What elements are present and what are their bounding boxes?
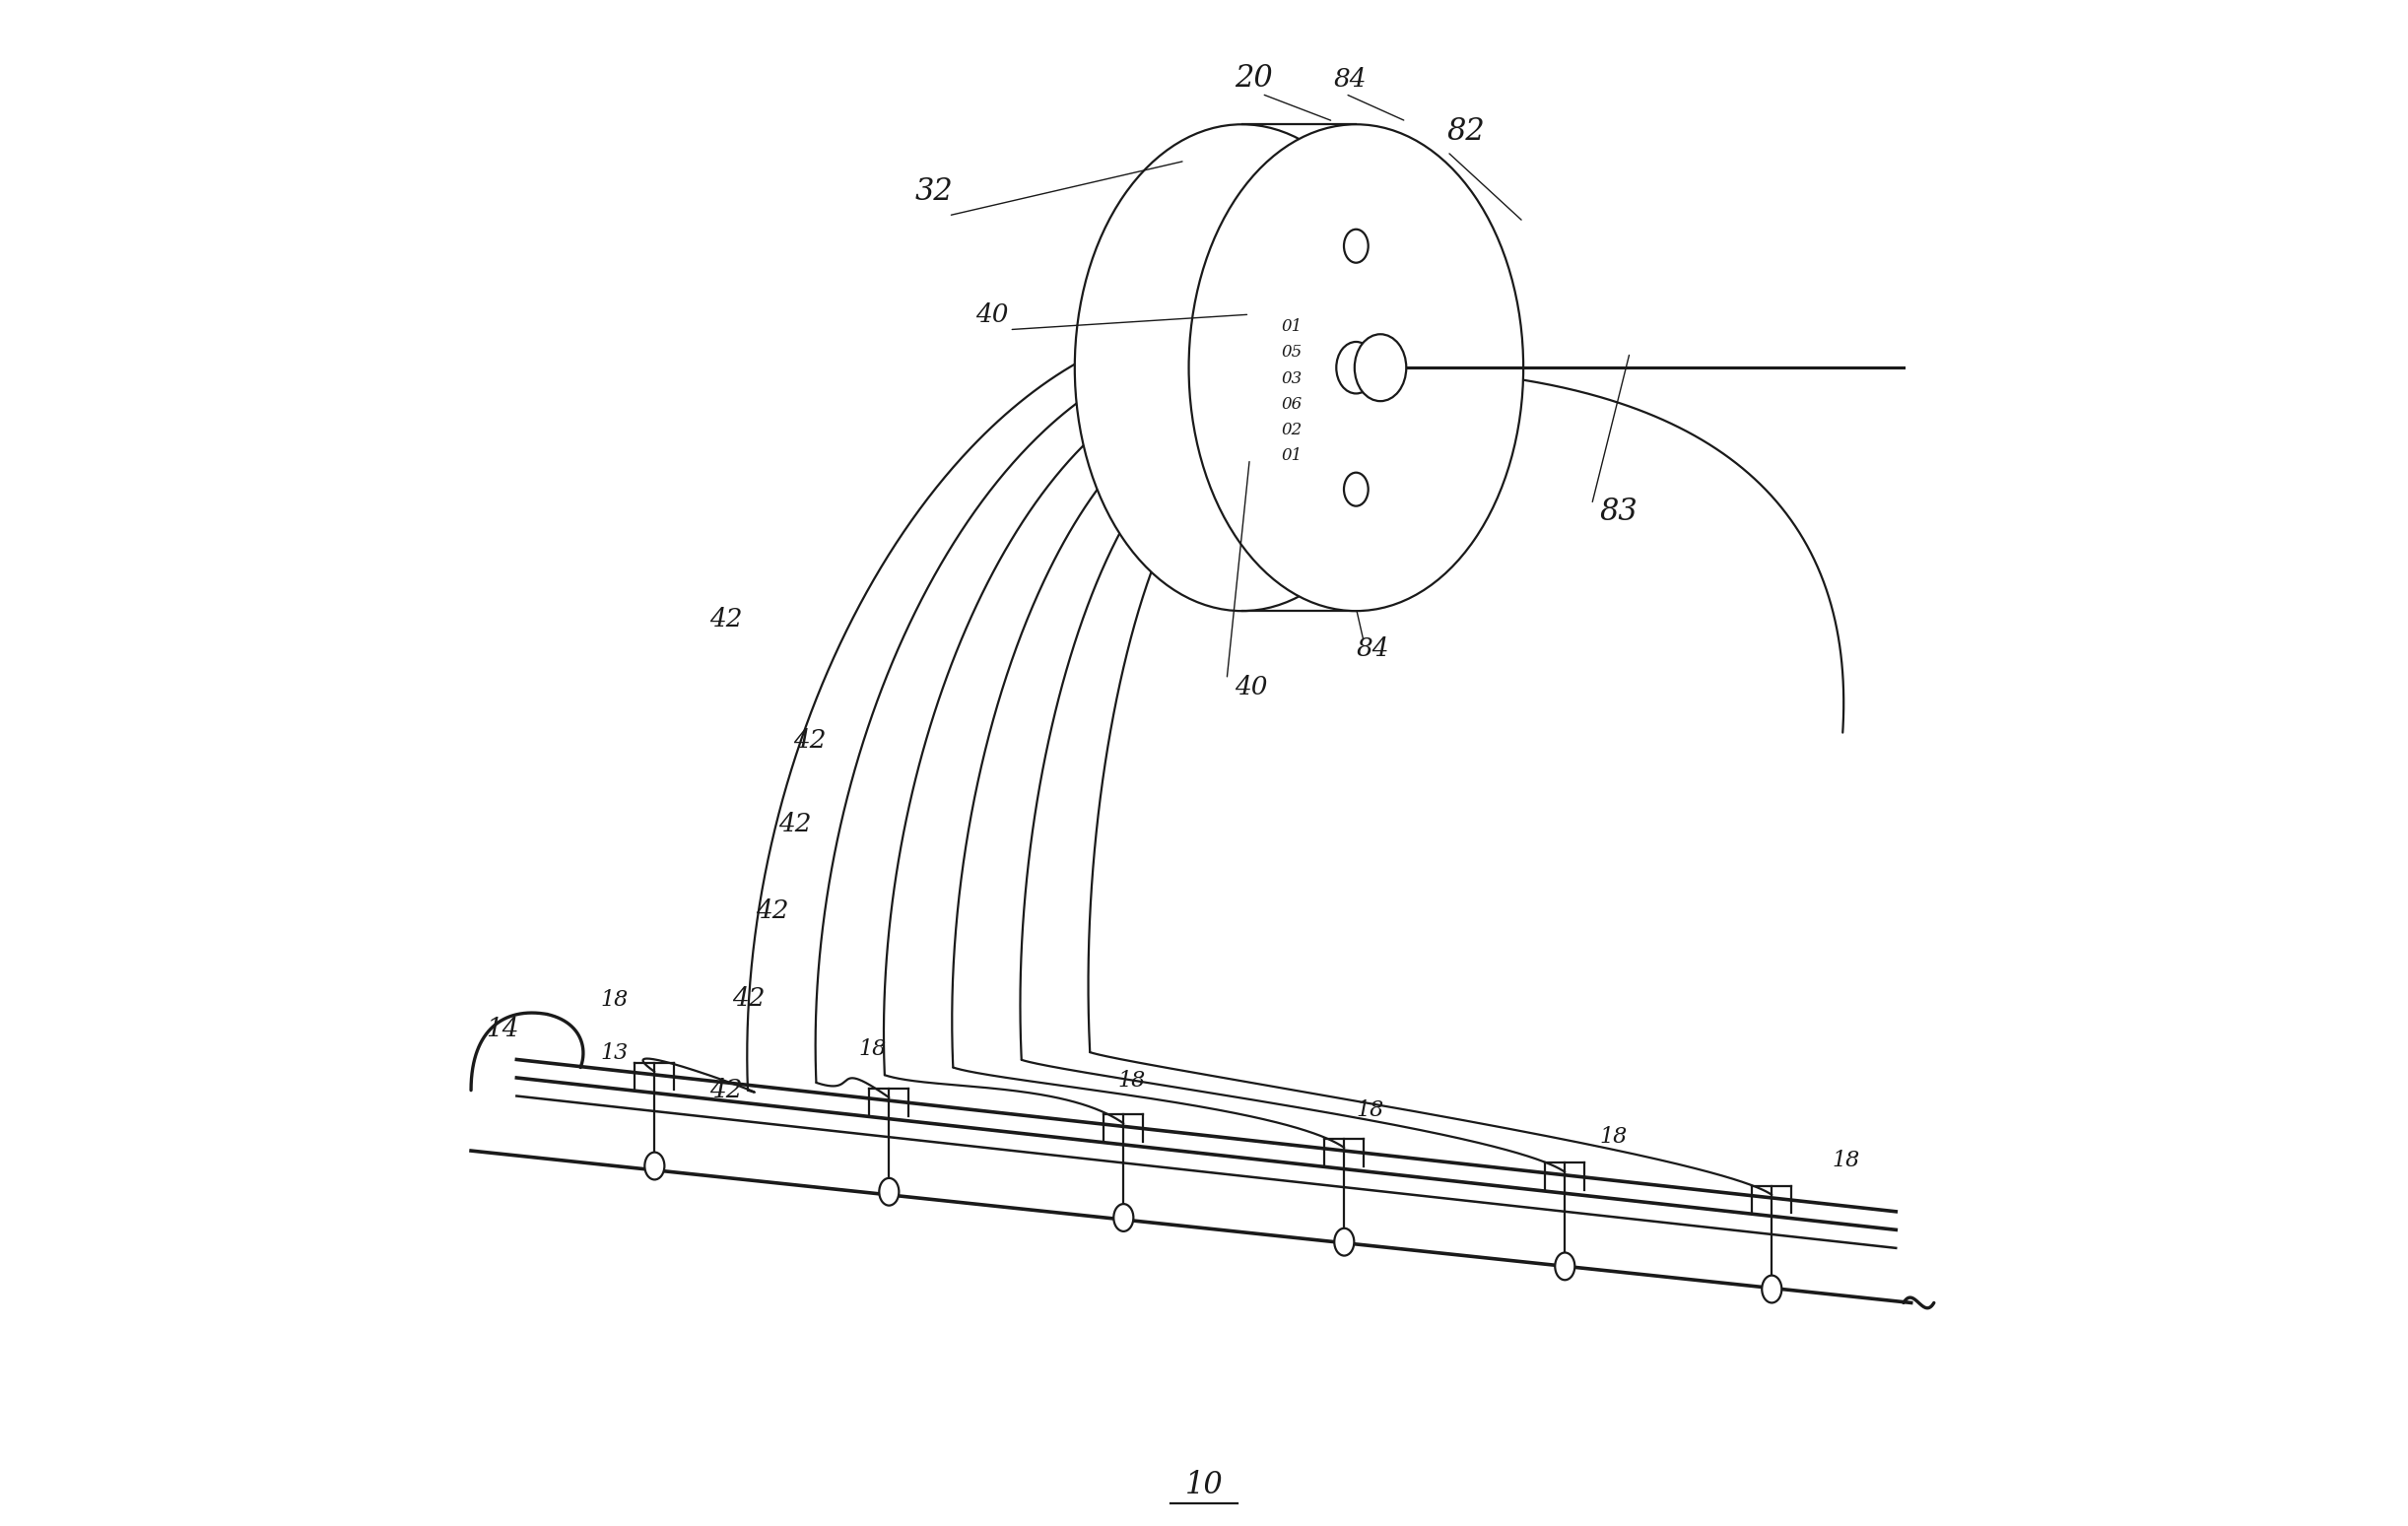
Text: 84: 84: [1356, 636, 1389, 661]
Ellipse shape: [1763, 1276, 1782, 1303]
Text: 82: 82: [1447, 116, 1486, 146]
Text: 18: 18: [1117, 1070, 1146, 1091]
Text: 01: 01: [1281, 447, 1303, 464]
Ellipse shape: [1556, 1253, 1575, 1280]
Ellipse shape: [1074, 125, 1409, 610]
Text: 18: 18: [1832, 1149, 1859, 1170]
Text: 84: 84: [1334, 67, 1365, 92]
Ellipse shape: [879, 1178, 898, 1206]
Text: 01: 01: [1281, 319, 1303, 336]
Text: 18: 18: [600, 989, 628, 1012]
Text: 02: 02: [1281, 421, 1303, 438]
Text: 42: 42: [732, 987, 766, 1012]
Ellipse shape: [645, 1152, 665, 1180]
Text: 14: 14: [486, 1016, 520, 1042]
Ellipse shape: [1334, 1228, 1353, 1256]
Text: 18: 18: [1356, 1099, 1385, 1120]
Text: 18: 18: [860, 1038, 886, 1061]
Text: 05: 05: [1281, 345, 1303, 362]
Text: 42: 42: [778, 812, 811, 836]
Text: 40: 40: [975, 302, 1009, 327]
Text: 10: 10: [1185, 1470, 1223, 1500]
Text: 83: 83: [1599, 496, 1637, 526]
Text: 42: 42: [710, 606, 742, 632]
Ellipse shape: [1112, 1204, 1134, 1231]
Text: 20: 20: [1235, 63, 1271, 93]
Text: 42: 42: [710, 1077, 742, 1102]
Ellipse shape: [1190, 125, 1524, 610]
Text: 42: 42: [792, 728, 826, 752]
Text: 32: 32: [915, 177, 954, 208]
Text: 06: 06: [1281, 395, 1303, 412]
Text: 18: 18: [1599, 1126, 1628, 1148]
Text: 13: 13: [600, 1042, 628, 1065]
Text: 42: 42: [756, 899, 787, 923]
Ellipse shape: [1356, 334, 1406, 401]
Text: 40: 40: [1235, 674, 1267, 699]
Text: 03: 03: [1281, 371, 1303, 386]
